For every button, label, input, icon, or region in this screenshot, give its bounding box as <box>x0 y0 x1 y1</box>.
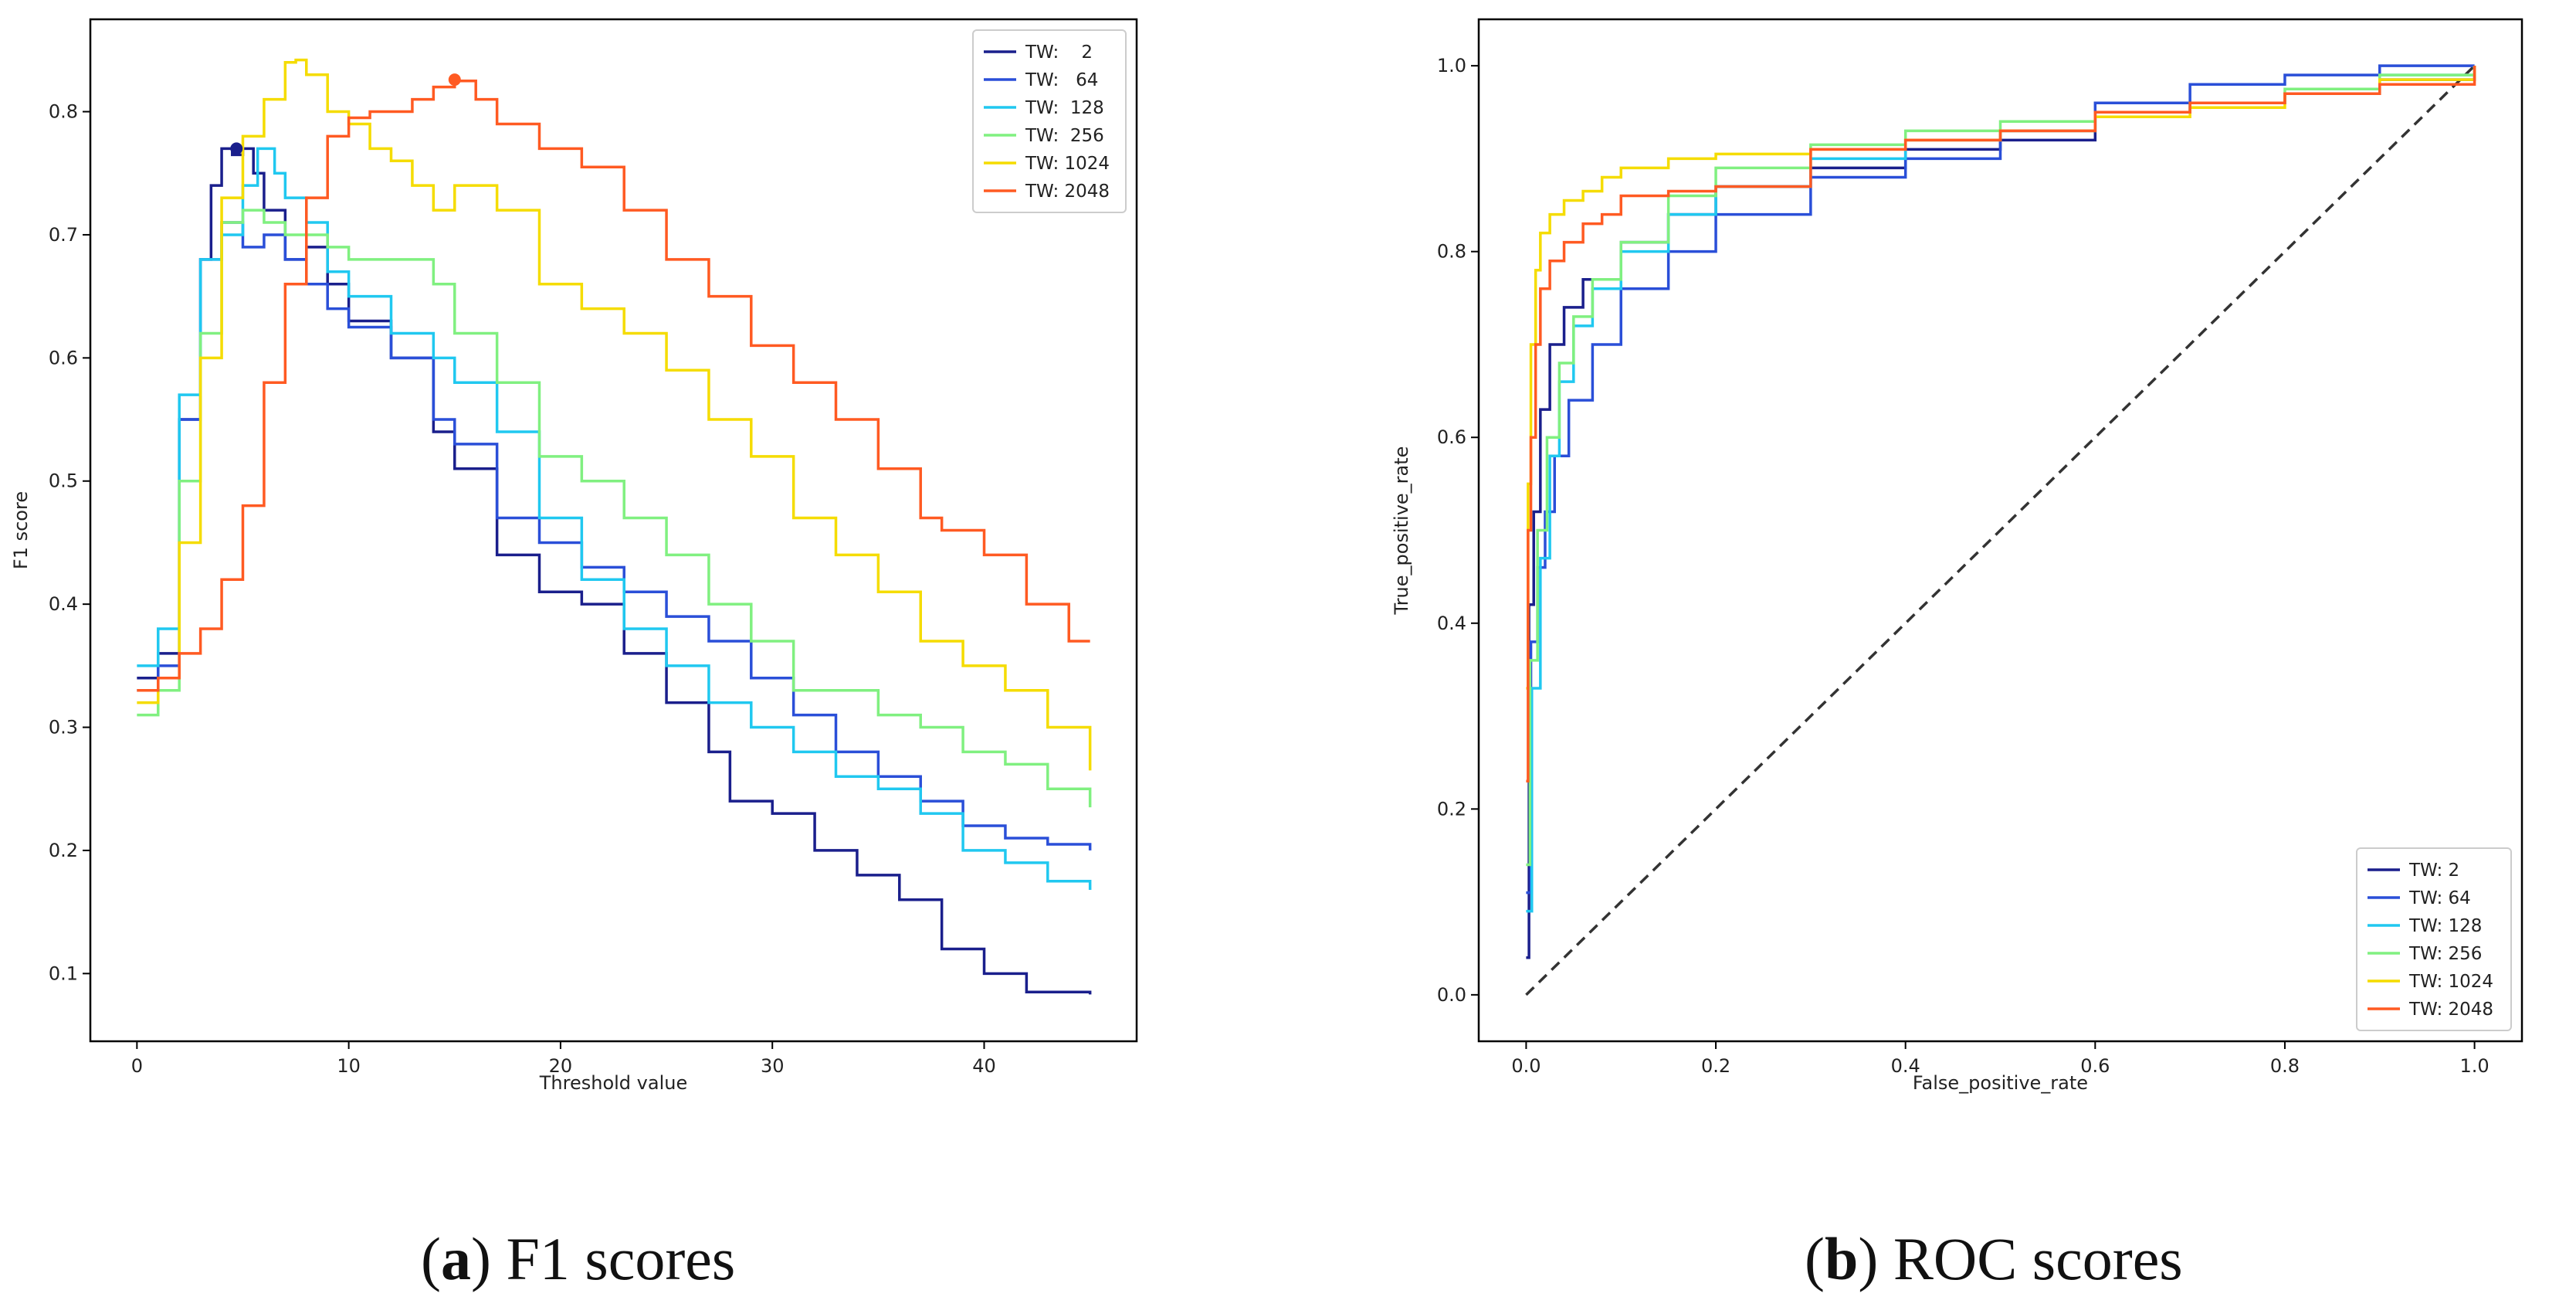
chart1-legend-label: TW: 256 <box>1025 126 1104 146</box>
chart2-y-tick-label: 0.2 <box>1437 798 1466 820</box>
chart2-x-tick-label: 0.6 <box>2080 1055 2110 1077</box>
roc-caption-text: ROC scores <box>1893 1225 2183 1292</box>
chart1-legend: TW: 2 TW: 64 TW: 128 TW: 256 TW: 1024 TW: 204… <box>972 29 1127 213</box>
chart2-x-tick-label: 0.4 <box>1891 1055 1920 1077</box>
chart1-series-line-4 <box>137 209 1092 808</box>
chart2-legend-label: TW: 1024 <box>2408 972 2493 992</box>
chart2-y-tick-label: 0.6 <box>1437 426 1466 448</box>
chart1-y-axis-label: F1 score <box>10 491 32 569</box>
f1-score-chart: 0 10 20 30 40 0.1 0.2 0.3 0.4 0.5 0.6 0.7 0.8 Thresho… <box>10 18 1138 1094</box>
roc-caption: (b) ROC scores <box>1805 1225 2183 1292</box>
chart1-y-tick-label: 0.3 <box>49 717 78 738</box>
chart2-y-axis-label: True_positive_rate <box>1391 446 1412 616</box>
chart2-x-axis-label: False_positive_rate <box>1913 1072 2088 1094</box>
chart1-series-line-1 <box>137 147 1092 995</box>
chart2-legend: TW: 2 TW: 64 TW: 128 TW: 256 TW: 1024 TW: 204… <box>2356 847 2512 1031</box>
chart1-series-line-6 <box>137 79 1090 692</box>
chart1-y-tick-label: 0.2 <box>49 840 78 861</box>
chart1-series-group <box>137 58 1092 995</box>
chart1-x-tick-label: 20 <box>549 1055 573 1077</box>
chart2-series-line-2 <box>1526 64 2475 895</box>
chart2-x-tick-label: 1.0 <box>2460 1055 2490 1077</box>
chart2-legend-label: TW: 2 <box>2408 861 2459 881</box>
chart1-x-tick-label: 10 <box>337 1055 361 1077</box>
chart2-legend-label: TW: 64 <box>2408 888 2471 908</box>
chart1-series-line-3 <box>137 147 1092 890</box>
chart1-legend-label: TW: 2048 <box>1025 182 1110 202</box>
chart2-x-tick-label: 0.2 <box>1701 1055 1730 1077</box>
chart1-x-axis-label: Threshold value <box>539 1072 687 1094</box>
chart1-y-tick-label: 0.4 <box>49 593 78 615</box>
chart2-x-tick-label: 0.0 <box>1511 1055 1541 1077</box>
chart1-legend-label: TW: 128 <box>1025 98 1104 118</box>
chart1-legend-label: TW: 2 <box>1025 42 1093 63</box>
chart2-series-line-4 <box>1526 66 2476 867</box>
chart1-y-tick-label: 0.6 <box>49 347 78 368</box>
roc-chart: 0.0 0.2 0.4 0.6 0.8 1.0 0.0 0.2 0.4 0.6 0.8 1.0 Fals… <box>1391 18 2523 1094</box>
f1-caption-letter: a <box>440 1225 471 1292</box>
f1-caption: (a) F1 scores <box>421 1225 736 1292</box>
chart2-diagonal-reference-line <box>1525 64 2476 996</box>
chart2-y-tick-label: 0.4 <box>1437 613 1466 634</box>
chart1-y-tick-label: 0.8 <box>49 101 78 123</box>
chart1-y-tick-label: 0.5 <box>49 470 78 492</box>
chart1-peak-marker <box>230 142 243 155</box>
chart2-legend-label: TW: 256 <box>2408 944 2482 964</box>
f1-panel: 0 10 20 30 40 0.1 0.2 0.3 0.4 0.5 0.6 0.7 0.8 Thresho… <box>10 18 1138 1292</box>
chart1-legend-label: TW: 1024 <box>1025 154 1110 174</box>
chart1-legend-box <box>972 29 1127 213</box>
chart1-x-tick-label: 40 <box>972 1055 996 1077</box>
f1-caption-text: F1 scores <box>506 1225 736 1292</box>
chart1-legend-label: TW: 64 <box>1025 70 1098 90</box>
chart1-x-tick-label: 30 <box>761 1055 785 1077</box>
roc-caption-letter: b <box>1824 1225 1859 1292</box>
chart2-legend-box <box>2356 847 2512 1031</box>
chart1-peak-marker <box>448 73 461 87</box>
chart2-legend-label: TW: 2048 <box>2408 1000 2493 1020</box>
chart1-x-tick-label: 0 <box>131 1055 143 1077</box>
chart2-y-tick-label: 0.0 <box>1437 984 1466 1006</box>
chart1-series-line-5 <box>137 58 1092 771</box>
chart2-plot-frame <box>1477 18 2523 1043</box>
chart1-series-line-2 <box>137 221 1092 850</box>
chart2-y-tick-label: 0.8 <box>1437 241 1466 263</box>
chart2-x-tick-label: 0.8 <box>2270 1055 2300 1077</box>
chart2-legend-label: TW: 128 <box>2408 916 2482 936</box>
chart1-y-tick-label: 0.1 <box>49 962 78 984</box>
chart1-y-tick-label: 0.7 <box>49 224 78 246</box>
chart2-y-tick-label: 1.0 <box>1437 55 1466 76</box>
chart2-series-group <box>1526 64 2476 959</box>
roc-panel: 0.0 0.2 0.4 0.6 0.8 1.0 0.0 0.2 0.4 0.6 0.8 1.0 Fals… <box>1288 0 2576 1307</box>
chart2-series-line-6 <box>1526 66 2476 783</box>
chart1-plot-frame <box>89 18 1138 1043</box>
